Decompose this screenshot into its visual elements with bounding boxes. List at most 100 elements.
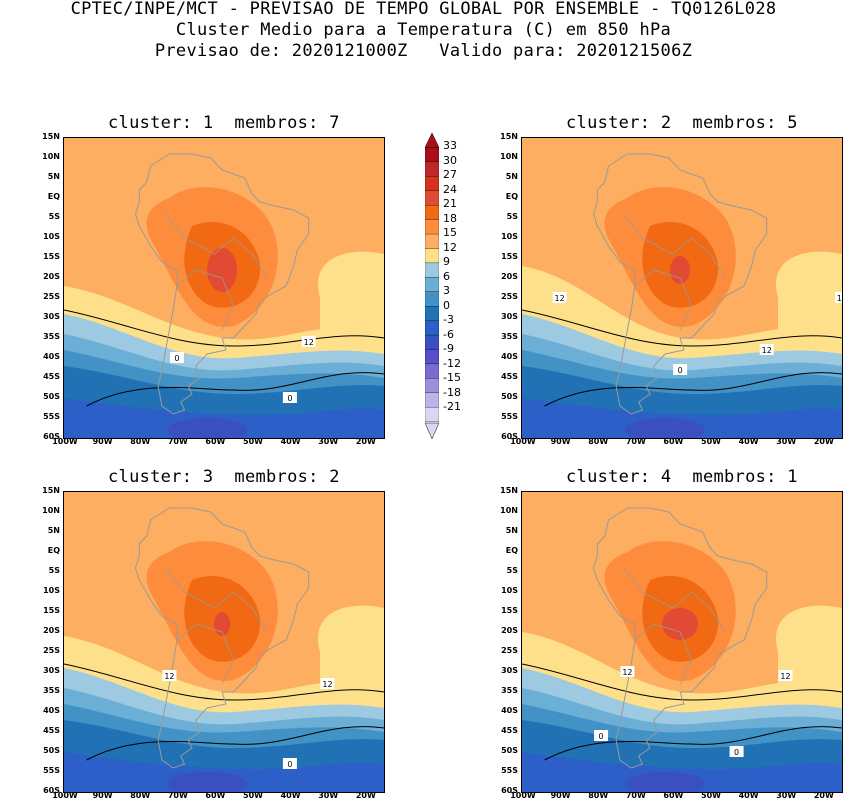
country-borders (634, 269, 692, 331)
longitude-label: 20W (355, 437, 376, 446)
latitude-label: 35S (501, 332, 518, 341)
longitude-label: 70W (167, 437, 188, 446)
state-borders (623, 213, 726, 279)
colorbar-label: 12 (443, 240, 457, 254)
latitude-label: 55S (501, 412, 518, 421)
colorbar-label: -15 (443, 371, 461, 385)
map-panel-2: 12 12 12 0 (521, 137, 843, 439)
contour-label: 12 (780, 672, 790, 681)
latitude-label: EQ (505, 192, 518, 201)
longitude-label: 30W (318, 791, 339, 800)
colorbar-label: 18 (443, 211, 457, 225)
latitude-label: 5S (506, 566, 518, 575)
south-america-outline (134, 153, 310, 415)
latitude-label: 45S (43, 372, 60, 381)
hot-field-24 (214, 612, 231, 636)
south-america-outline (592, 507, 768, 769)
latitude-label: 60S (501, 786, 518, 795)
colorbar-label: 3 (443, 284, 450, 298)
east-field-12 (317, 251, 384, 342)
contour-label-box (552, 292, 567, 303)
map-panel-4: 12 12 0 0 (521, 491, 843, 793)
title-line-1: CPTEC/INPE/MCT - PREVISAO DE TEMPO GLOBA… (70, 0, 777, 19)
colorbar-label: 21 (443, 197, 457, 211)
longitude-label: 90W (550, 791, 571, 800)
longitude-label: 50W (701, 791, 721, 800)
contour-label-box (778, 670, 793, 681)
colorbar-swatch (424, 262, 440, 278)
latitude-label: 50S (501, 746, 518, 755)
latitude-label: EQ (47, 192, 60, 201)
hot-field-24 (662, 608, 699, 640)
longitude-label: 60W (663, 791, 684, 800)
longitude-label: 40W (280, 437, 301, 446)
longitude-label: 80W (588, 791, 609, 800)
cold-field-m6 (167, 418, 248, 438)
longitude-label: 70W (625, 791, 646, 800)
colorbar-label: -12 (443, 356, 461, 370)
contour-label: 12 (164, 672, 174, 681)
latitude-label: 50S (43, 746, 60, 755)
longitude-label: 90W (550, 437, 571, 446)
latitude-label: 10S (501, 232, 518, 241)
latitude-label: 40S (501, 352, 518, 361)
title-line-2: Cluster Medio para a Temperatura (C) em … (175, 20, 672, 40)
longitude-label: 100W (52, 791, 78, 800)
longitude-label: 20W (355, 791, 376, 800)
country-borders (176, 269, 234, 331)
latitude-label: 5N (47, 526, 60, 535)
longitude-label: 20W (813, 437, 834, 446)
longitude-label: 30W (776, 437, 797, 446)
latitude-label: 40S (501, 706, 518, 715)
latitude-label: 20S (43, 272, 60, 281)
latitude-label: 10S (43, 586, 60, 595)
colorbar-swatch (424, 233, 440, 249)
latitude-label: 60S (501, 432, 518, 441)
longitude-label: 100W (510, 791, 536, 800)
colorbar-swatch (424, 334, 440, 350)
latitude-label: 15S (501, 252, 518, 261)
panel-4-title: cluster: 4 membros: 1 (566, 467, 798, 487)
latitude-label: 10S (501, 586, 518, 595)
contour-0 (86, 726, 384, 761)
latitude-label: 55S (43, 766, 60, 775)
map-panel-3: 12 12 0 (63, 491, 385, 793)
contour-label: 12 (622, 668, 632, 677)
longitude-label: 30W (318, 437, 339, 446)
colorbar-label: 27 (443, 168, 457, 182)
colorbar-swatches (424, 132, 440, 440)
latitude-label: 20S (501, 626, 518, 635)
contour-label: 0 (287, 760, 292, 769)
colorbar-swatch (424, 306, 440, 321)
latitude-label: 15N (500, 132, 518, 141)
latitude-label: 15S (43, 252, 60, 261)
colorbar-label: 15 (443, 226, 457, 240)
contour-label-box (673, 364, 688, 375)
latitude-label: 5N (47, 172, 60, 181)
contour-label-box (594, 730, 609, 741)
colorbar (424, 132, 440, 440)
colorbar-swatch (424, 320, 440, 336)
colorbar-swatch (424, 363, 440, 379)
latitude-label: 45S (501, 372, 518, 381)
contour-12 (522, 663, 842, 701)
colorbar-label: 24 (443, 182, 457, 196)
longitude-label: 70W (625, 437, 646, 446)
country-borders (176, 623, 234, 685)
latitude-label: EQ (47, 546, 60, 555)
cold-field-m3 (522, 398, 842, 438)
latitude-label: 25S (501, 292, 518, 301)
latitude-label: 15N (42, 486, 60, 495)
latitude-label: 35S (43, 332, 60, 341)
cold-field-m3 (64, 752, 384, 792)
latitude-label: 55S (501, 766, 518, 775)
contour-label: 0 (678, 366, 683, 375)
east-field-12 (775, 605, 842, 696)
latitude-label: EQ (505, 546, 518, 555)
longitude-label: 50W (701, 437, 721, 446)
latitude-label: 15S (501, 606, 518, 615)
cold-field-m6 (625, 772, 706, 792)
